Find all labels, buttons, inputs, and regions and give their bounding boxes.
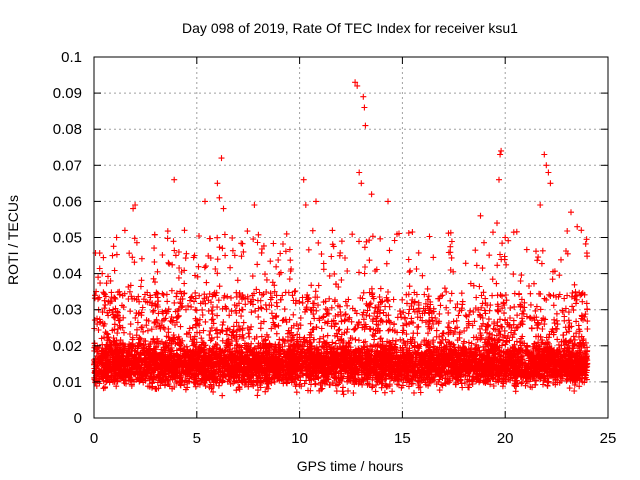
y-tick-label: 0.07: [53, 157, 82, 174]
y-tick-labels: 0 0.01 0.02 0.03 0.04 0.05 0.06 0.07 0.08 0.09 0.1: [53, 49, 82, 427]
x-tick-label: 10: [291, 430, 308, 447]
x-tick-label: 25: [600, 430, 617, 447]
y-tick-label: 0.05: [53, 230, 82, 247]
y-tick-label: 0: [74, 410, 82, 427]
y-axis-label: ROTI / TECUs: [5, 195, 21, 285]
roti-point-markers: [91, 79, 591, 399]
chart-title: Day 098 of 2019, Rate Of TEC Index for r…: [182, 20, 518, 36]
y-tick-label: 0.01: [53, 374, 82, 391]
x-tick-label: 15: [394, 430, 411, 447]
x-tick-label: 20: [497, 430, 514, 447]
y-tick-label: 0.03: [53, 302, 82, 319]
y-tick-label: 0.06: [53, 193, 82, 210]
y-tick-label: 0.02: [53, 338, 82, 355]
x-tick-label: 5: [193, 430, 201, 447]
y-tick-label: 0.08: [53, 121, 82, 138]
y-tick-label: 0.09: [53, 85, 82, 102]
y-tick-label: 0.04: [53, 266, 82, 283]
y-tick-label: 0.1: [61, 49, 82, 66]
data-points: [91, 79, 591, 399]
tick-layer: [93, 56, 609, 419]
x-axis-label: GPS time / hours: [297, 458, 404, 474]
x-tick-labels: 0 5 10 15 20 25: [90, 430, 617, 447]
x-tick-label: 0: [90, 430, 98, 447]
